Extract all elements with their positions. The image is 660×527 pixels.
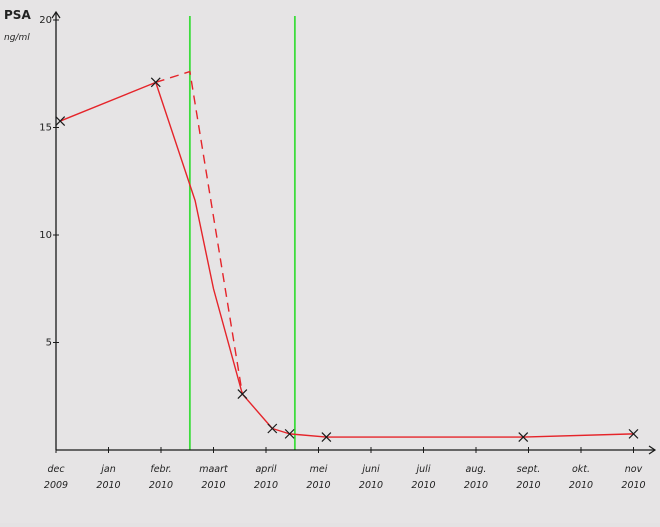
data-point-marker — [150, 77, 161, 88]
solid-series-line — [59, 81, 634, 438]
y-tick-label: 10 — [39, 230, 52, 241]
x-tick-month: nov — [625, 464, 643, 475]
y-tick-label: 5 — [46, 338, 52, 349]
data-point-marker — [321, 432, 332, 443]
x-tick-month: jan — [99, 464, 115, 475]
x-tick-month: aug. — [466, 464, 487, 475]
x-tick-year: 2009 — [44, 480, 68, 491]
x-tick-year: 2010 — [621, 480, 645, 491]
x-tick-month: okt. — [572, 464, 590, 475]
x-tick-year: 2010 — [569, 480, 593, 491]
x-tick-month: febr. — [150, 464, 171, 475]
data-point-marker — [267, 423, 278, 434]
y-axis-arrow — [51, 10, 61, 19]
x-tick-month: dec — [47, 464, 65, 475]
data-point-marker — [518, 432, 529, 443]
data-point-marker — [237, 389, 248, 400]
x-tick-year: 2010 — [306, 480, 330, 491]
data-point-marker — [55, 116, 66, 126]
x-tick-year: 2010 — [96, 480, 120, 491]
x-tick-year: 2010 — [359, 480, 383, 491]
y-axis-label: PSA — [4, 8, 31, 22]
y-tick-label: 20 — [39, 15, 52, 26]
data-point-marker — [284, 428, 295, 439]
x-tick-month: mei — [310, 464, 328, 475]
x-tick-year: 2010 — [201, 480, 225, 491]
x-tick-month: april — [255, 464, 276, 475]
x-tick-year: 2010 — [149, 480, 173, 491]
x-tick-month: maart — [199, 464, 229, 475]
data-point-marker — [628, 428, 639, 439]
dashed-series-line — [155, 70, 244, 395]
x-tick-month: sept. — [517, 464, 541, 475]
x-tick-year: 2010 — [516, 480, 540, 491]
x-axis-arrow — [648, 445, 657, 455]
x-tick-year: 2010 — [411, 480, 435, 491]
x-tick-year: 2010 — [464, 480, 488, 491]
y-tick-label: 15 — [39, 123, 52, 134]
y-axis-unit: ng/ml — [4, 33, 30, 43]
x-tick-month: juni — [360, 464, 380, 475]
x-tick-month: juli — [415, 464, 431, 475]
x-tick-year: 2010 — [254, 480, 278, 491]
